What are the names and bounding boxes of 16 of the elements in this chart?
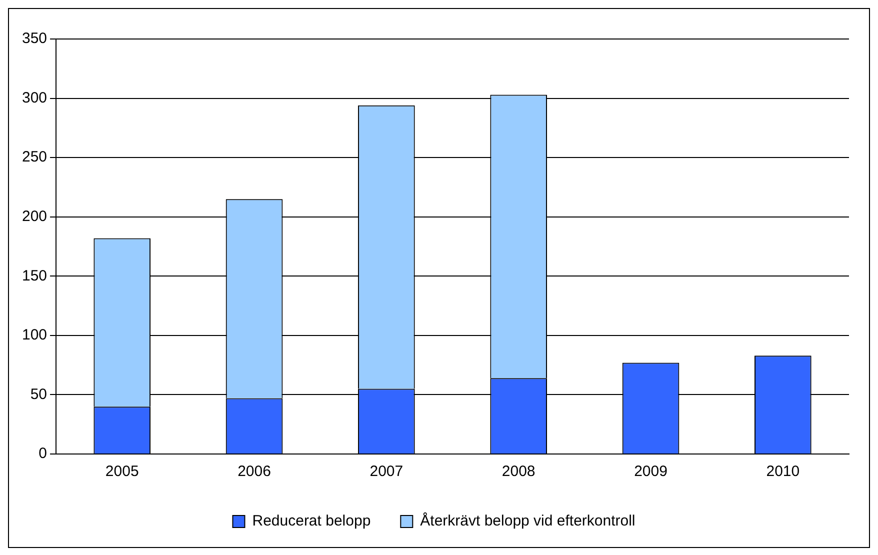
legend-label: Återkrävt belopp vid efterkontroll — [420, 512, 636, 530]
legend-label: Reducerat belopp — [252, 512, 371, 530]
y-tick-label: 100 — [22, 326, 48, 344]
y-tick-label: 350 — [22, 30, 48, 48]
y-tick-label: 200 — [22, 208, 48, 225]
y-tick-label: 300 — [22, 89, 48, 106]
x-tick-label: 2006 — [238, 463, 271, 480]
x-tick-label: 2007 — [370, 463, 404, 480]
y-tick-label: 50 — [30, 386, 48, 403]
y-tick-label: 150 — [22, 267, 48, 284]
y-tick-label: 0 — [38, 445, 48, 462]
x-tick-label: 2010 — [766, 463, 800, 480]
x-tick-label: 2009 — [634, 463, 668, 480]
y-tick-label: 250 — [22, 148, 48, 166]
x-tick-label: 2008 — [502, 463, 536, 480]
x-tick-label: 2005 — [105, 463, 139, 480]
